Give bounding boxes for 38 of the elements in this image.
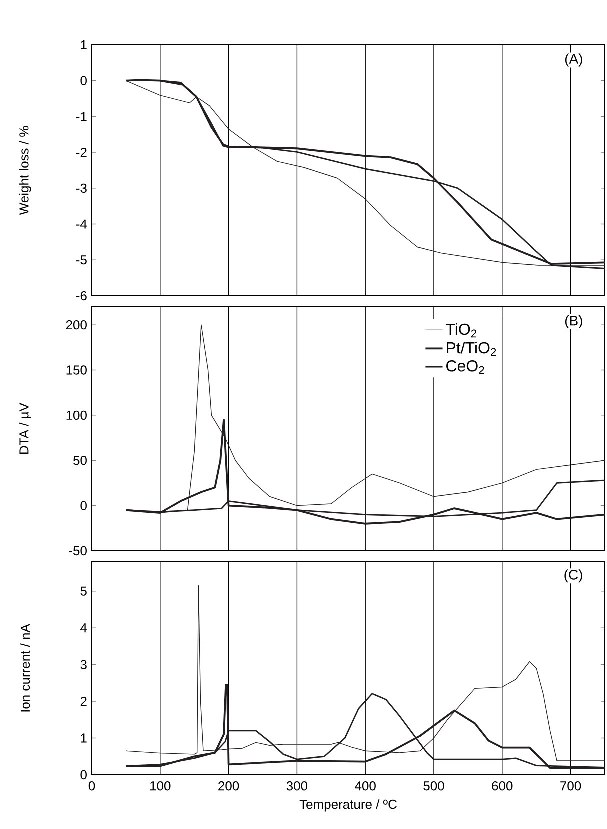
y-tick-label: 0 (80, 770, 87, 780)
y-tick-label: 3 (80, 660, 87, 670)
y-tick-label: 200 (66, 320, 87, 330)
y-tick-label: 1 (81, 40, 87, 50)
x-tick-label: 500 (424, 782, 444, 791)
x-tick-label: 300 (286, 782, 308, 791)
y-tick-label: -1 (76, 112, 87, 122)
legend-label: TiO$_{2}$ (446, 323, 477, 338)
annotation: (B) (565, 316, 582, 329)
x-tick-label: 400 (355, 782, 376, 791)
x-axis-title: Temperature / ºC (300, 800, 397, 812)
y-tick-label: -50 (69, 546, 87, 556)
y-axis-title: Ion current / nA (20, 624, 30, 712)
legend-label: CeO$_{2}$ (446, 360, 484, 374)
annotation: (C) (564, 570, 582, 583)
y-tick-label: 100 (66, 410, 87, 420)
y-tick-label: 0 (80, 501, 87, 510)
y-tick-label: 5 (80, 586, 87, 596)
y-tick-label: 50 (74, 456, 87, 466)
legend-label: Pt/TiO$_{2}$ (447, 342, 496, 356)
y-tick-label: 0 (80, 76, 87, 86)
y-tick-label: -2 (76, 148, 87, 158)
x-tick-label: 600 (492, 782, 513, 791)
y-tick-label: 4 (80, 624, 88, 633)
y-axis-title: DTA / µV (19, 403, 32, 454)
y-tick-label: -5 (76, 256, 87, 265)
y-tick-label: 2 (80, 697, 87, 706)
annotation: (A) (565, 54, 582, 67)
y-axis-title: Weight loss / % (19, 126, 32, 216)
x-tick-label: 100 (150, 782, 171, 791)
y-tick-label: 1 (81, 734, 87, 743)
y-tick-label: 150 (66, 366, 87, 375)
x-tick-label: 0 (88, 782, 96, 791)
y-tick-label: -6 (76, 291, 87, 301)
y-tick-label: -3 (76, 184, 87, 194)
y-tick-label: -4 (76, 220, 88, 229)
x-tick-label: 700 (560, 782, 582, 791)
x-tick-label: 200 (218, 782, 240, 791)
